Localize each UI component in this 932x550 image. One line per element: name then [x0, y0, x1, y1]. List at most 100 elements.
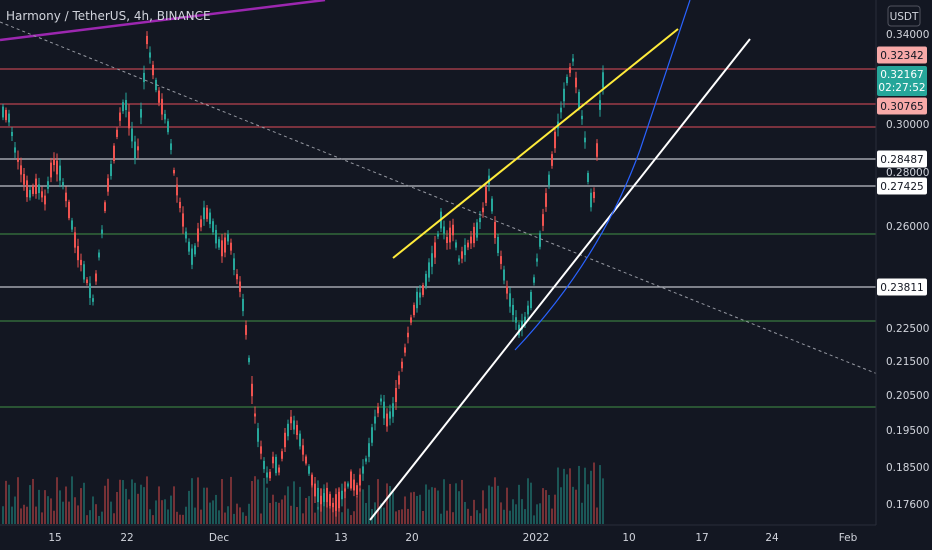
purple-trendline[interactable] [0, 0, 326, 42]
candle-body [41, 191, 43, 198]
volume-bar [23, 504, 25, 524]
volume-bar [512, 499, 514, 524]
candle-body [422, 285, 424, 295]
candle-body [407, 332, 409, 338]
candle-body [38, 184, 40, 194]
volume-bar [365, 502, 367, 524]
volume-bar [41, 512, 43, 524]
volume-bar [284, 495, 286, 524]
candle-body [395, 387, 397, 403]
volume-bar [401, 509, 403, 524]
volume-bar [410, 492, 412, 524]
candle-body [419, 292, 421, 298]
volume-bar [380, 503, 382, 524]
price-tag[interactable]: 0.28487 [877, 150, 927, 168]
volume-bar [155, 500, 157, 524]
volume-bar [245, 515, 247, 524]
candle-body [584, 137, 586, 143]
candle-body [542, 214, 544, 226]
x-tick-label: 15 [48, 532, 61, 544]
candle-body [413, 304, 415, 316]
volume-bar [536, 504, 538, 524]
volume-bar [131, 479, 133, 524]
volume-bar [38, 489, 40, 524]
countdown-label: 02:27:52 [878, 82, 925, 94]
volume-bar [596, 507, 598, 524]
x-tick-label: Feb [839, 532, 858, 544]
price-tag[interactable]: 0.32342 [877, 46, 927, 64]
dashed-trendline[interactable] [0, 21, 881, 376]
volume-bar [362, 489, 364, 524]
volume-bar [140, 484, 142, 524]
blue-parabolic-curve[interactable] [514, 0, 691, 351]
candle-body [158, 90, 160, 103]
candle-body [554, 131, 556, 149]
candle-body [23, 174, 25, 185]
currency-badge[interactable]: USDT [887, 5, 921, 27]
volume-bar [407, 508, 409, 524]
volume-bar [314, 512, 316, 524]
volume-bar [416, 495, 418, 524]
volume-bar [263, 478, 265, 524]
volume-bar [8, 484, 10, 524]
price-tag-label: 0.32342 [880, 50, 923, 62]
volume-bar [287, 486, 289, 524]
volume-bar [248, 503, 250, 524]
volume-bar [77, 505, 79, 524]
candle-body [587, 172, 589, 183]
volume-bar [47, 496, 49, 524]
price-tag[interactable]: 0.23811 [877, 278, 927, 296]
volume-bar [422, 511, 424, 524]
volume-bar [26, 506, 28, 524]
candle-body [260, 446, 262, 454]
candle-body [89, 283, 91, 298]
volume-bar [494, 477, 496, 524]
candle-body [527, 305, 529, 315]
volume-bar [233, 513, 235, 524]
price-tag[interactable]: 0.27425 [877, 177, 927, 195]
candle-body [602, 72, 604, 88]
white-trendline[interactable] [369, 38, 751, 521]
candle-body [323, 493, 325, 502]
currency-label: USDT [890, 11, 919, 23]
volume-bar [530, 482, 532, 524]
volume-bar [428, 489, 430, 524]
volume-bar [56, 477, 58, 524]
volume-bar [551, 508, 553, 524]
candle-body [455, 242, 457, 248]
volume-bar [5, 480, 7, 524]
candle-body [551, 154, 553, 166]
candle-body [425, 273, 427, 287]
candle-body [197, 228, 199, 242]
volume-bar [143, 487, 145, 524]
volume-bar [389, 485, 391, 524]
volume-bar [305, 497, 307, 524]
price-tag[interactable]: 0.30765 [877, 97, 927, 115]
candle-body [44, 195, 46, 205]
volume-bar [293, 481, 295, 524]
candle-body [338, 491, 340, 509]
x-tick-label: 22 [120, 532, 133, 544]
x-tick-label: Dec [209, 532, 230, 544]
candle-body [17, 158, 19, 162]
candle-body [404, 347, 406, 353]
candle-body [293, 420, 295, 430]
candle-body [335, 494, 337, 511]
volume-bar [107, 478, 109, 524]
volume-bar [587, 484, 589, 524]
yellow-trendline[interactable] [392, 28, 679, 259]
candle-body [146, 35, 148, 45]
volume-bar [50, 498, 52, 524]
volume-bar [209, 502, 211, 524]
candle-body [194, 245, 196, 255]
candle-body [230, 242, 232, 251]
volume-bar [392, 492, 394, 524]
candle-body [533, 277, 535, 283]
candle-body [317, 487, 319, 503]
candle-body [80, 259, 82, 266]
candle-body [98, 252, 100, 258]
volume-bar [152, 515, 154, 524]
x-axis-ticks: 15 22 Dec 13 20 2022 10 17 24 Feb [48, 532, 857, 544]
